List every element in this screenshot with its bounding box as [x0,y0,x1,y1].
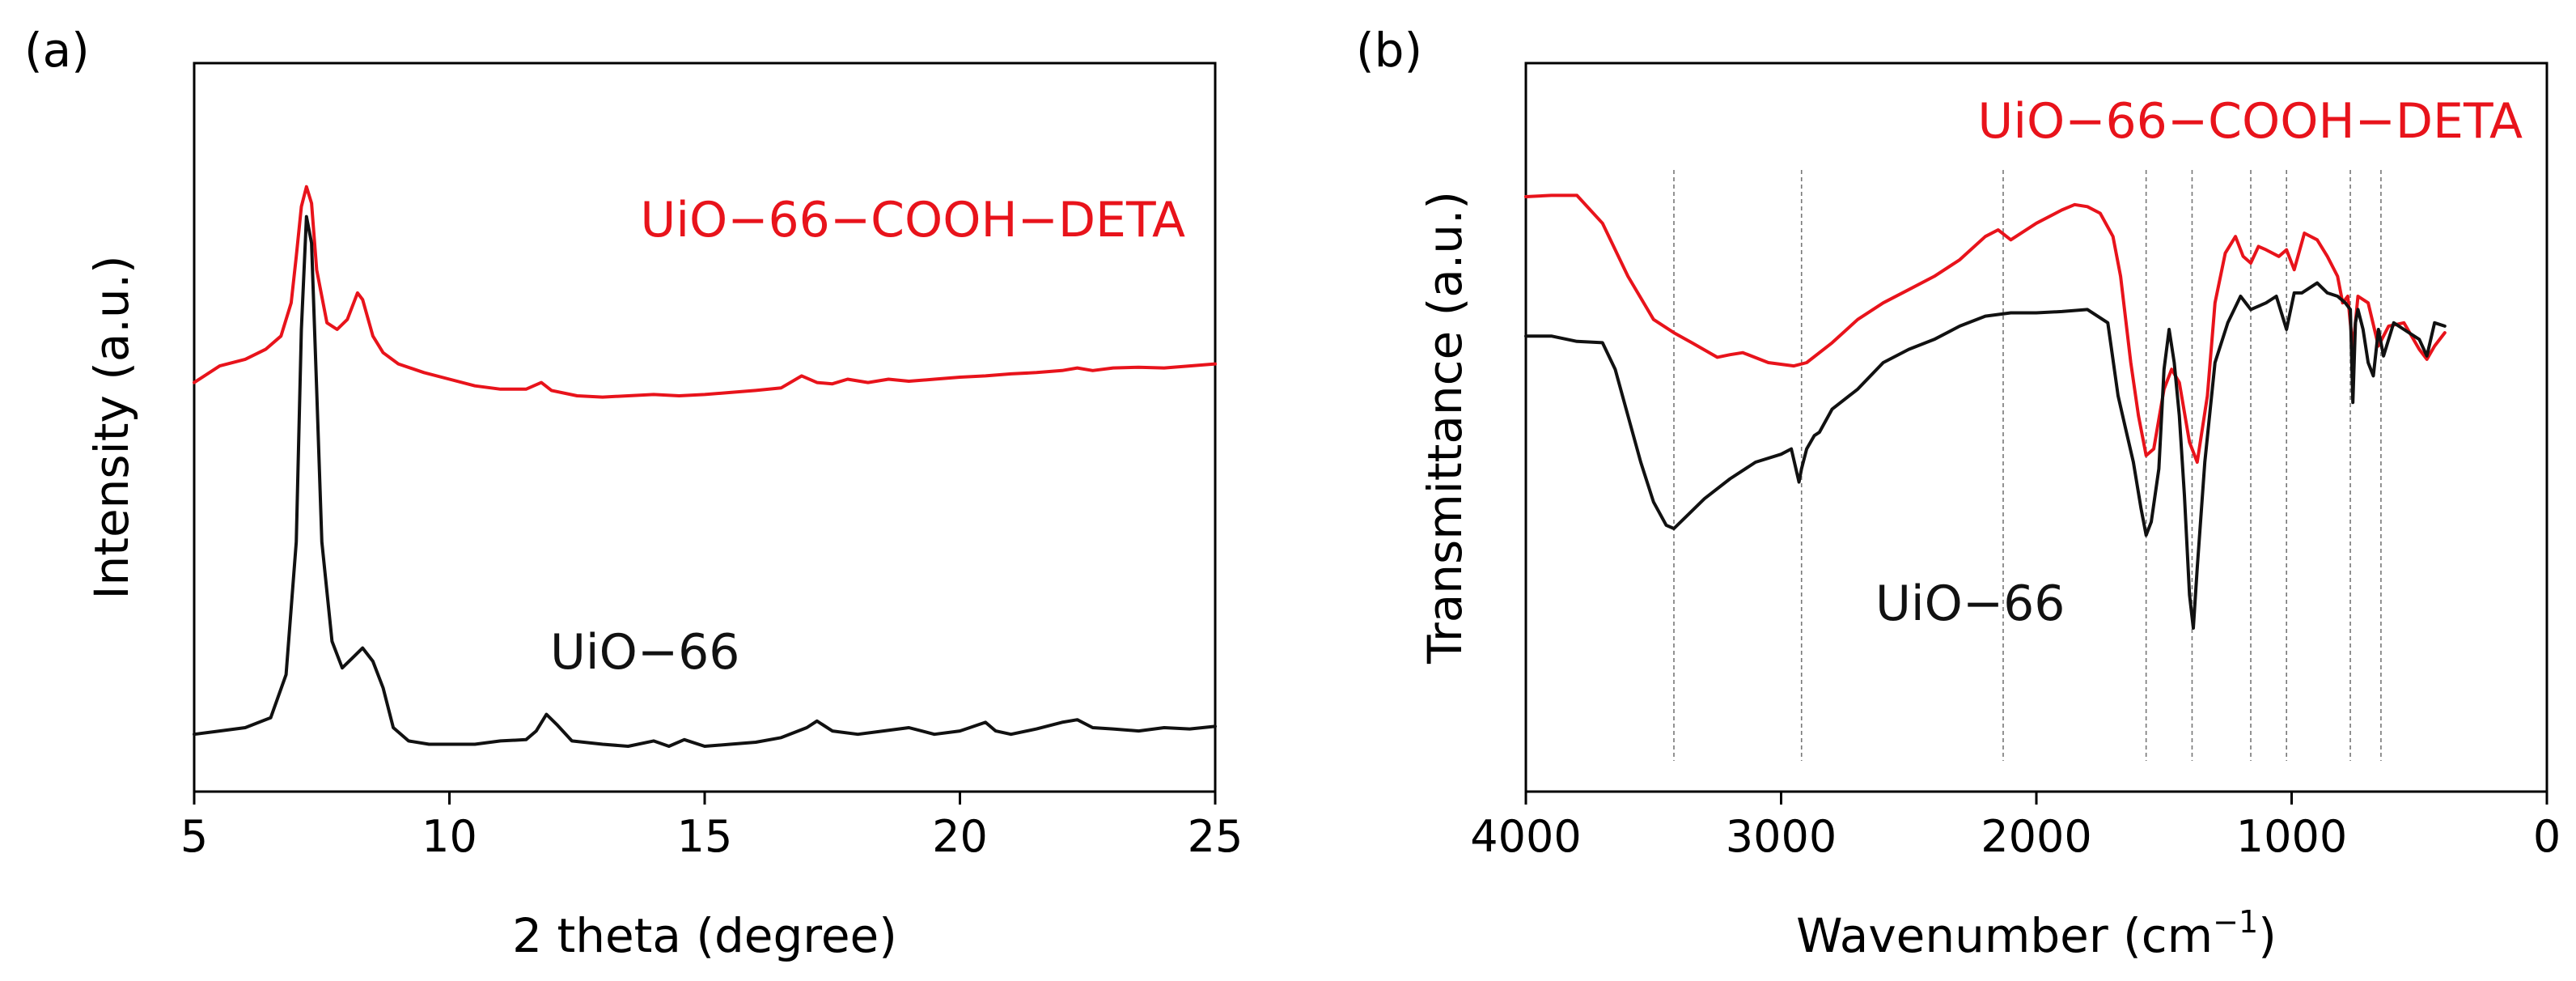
panel-b-x-tick-label: 2000 [1981,811,2091,862]
panel-a-series-line-uio66 [193,214,1217,748]
panel-a-label: (a) [24,23,90,78]
panel-b-series-label-uio66: UiO−66 [1875,575,2065,632]
panel-a-y-axis-title: Intensity (a.u.) [84,255,139,599]
panel-b-x-axis-title-main: Wavenumber (cm [1796,908,2213,963]
panel-a-series-label-uio66: UiO−66 [550,624,739,681]
panel-b-x-tick-label: 0 [2533,811,2561,862]
panel-b-x-axis-title-superscript: −1 [2213,904,2258,940]
panel-b-x-tick-labels: 4000 3000 2000 1000 0 [1470,811,2561,862]
panel-b-x-axis-title: Wavenumber (cm−1) [1796,904,2277,963]
panel-a-x-tick-label: 15 [677,811,733,862]
panel-a-x-axis-title: 2 theta (degree) [512,908,897,963]
panel-b-x-tick-label: 1000 [2236,811,2347,862]
panel-b-label: (b) [1356,23,1422,78]
panel-b-series-line-uio66 [1524,281,2447,630]
panel-b-x-tick-label: 4000 [1470,811,1581,862]
panel-b-ftir-chart: (b) 4000 3000 2000 1000 0 Wavenumber (cm… [1356,23,2561,963]
panel-a-x-tick-label: 10 [422,811,477,862]
panel-b-x-axis-title-suffix: ) [2258,908,2277,963]
panel-b-x-tick-label: 3000 [1726,811,1837,862]
panel-a-series-group [193,185,1217,748]
panel-a-x-tick-label: 20 [932,811,988,862]
panel-a-series-line-uio66-cooh-deta [193,185,1217,399]
panel-a-plot-frame [193,62,1217,793]
panel-b-series-group [1524,193,2447,630]
panel-a-x-ticks [193,792,1217,805]
panel-b-x-ticks [1524,792,2548,805]
panel-b-series-label-uio66-cooh-deta: UiO−66−COOH−DETA [1977,93,2523,150]
panel-a-x-tick-label: 5 [180,811,208,862]
panel-b-plot-frame [1524,62,2548,793]
panel-a-series-label-uio66-cooh-deta: UiO−66−COOH−DETA [640,192,1185,248]
panel-a-x-tick-labels: 5 10 15 20 25 [180,811,1244,862]
panel-b-reference-lines [1673,170,2382,761]
panel-b-series-line-uio66-cooh-deta [1524,193,2447,464]
panel-a-xrd-chart: (a) 5 10 15 20 25 2 theta (degree) Inten… [24,23,1243,963]
panel-a-x-tick-label: 25 [1188,811,1244,862]
panel-b-y-axis-title: Transmittance (a.u.) [1417,191,1472,665]
